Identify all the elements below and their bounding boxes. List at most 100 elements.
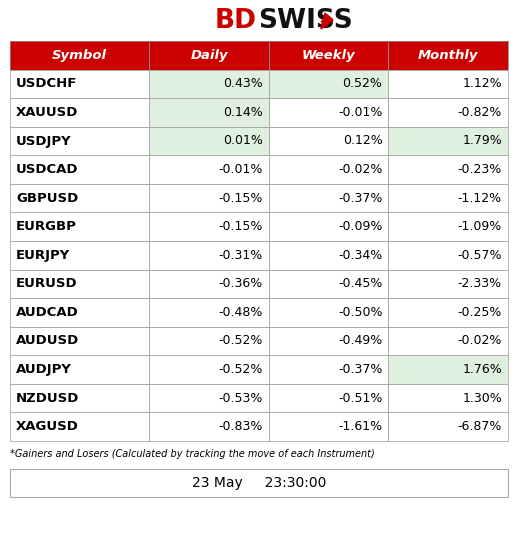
Text: USDCAD: USDCAD: [16, 163, 79, 176]
Bar: [269, 98, 388, 127]
Bar: [269, 241, 388, 269]
Text: AUDJPY: AUDJPY: [16, 363, 72, 376]
Text: -0.23%: -0.23%: [458, 163, 502, 176]
Text: 1.30%: 1.30%: [462, 392, 502, 404]
Bar: [269, 269, 388, 298]
Bar: [269, 69, 388, 98]
Bar: [388, 213, 508, 241]
Text: NZDUSD: NZDUSD: [16, 392, 79, 404]
Bar: [269, 127, 388, 155]
Bar: [10, 98, 149, 127]
Bar: [269, 184, 388, 213]
Bar: [269, 413, 388, 441]
Bar: [269, 327, 388, 355]
Text: EURUSD: EURUSD: [16, 277, 78, 290]
Text: USDCHF: USDCHF: [16, 77, 77, 90]
Bar: [149, 69, 269, 98]
Text: Daily: Daily: [191, 49, 228, 62]
Text: -6.87%: -6.87%: [457, 420, 502, 433]
Text: -0.37%: -0.37%: [338, 363, 382, 376]
Text: XAUUSD: XAUUSD: [16, 106, 78, 119]
Text: BD: BD: [215, 8, 257, 34]
Bar: [10, 155, 149, 184]
Bar: [10, 184, 149, 213]
Bar: [149, 213, 269, 241]
Text: -0.15%: -0.15%: [219, 220, 263, 233]
Bar: [388, 298, 508, 327]
Bar: [10, 127, 149, 155]
Text: -2.33%: -2.33%: [458, 277, 502, 290]
Text: -1.12%: -1.12%: [458, 192, 502, 204]
Text: -0.25%: -0.25%: [457, 306, 502, 319]
Text: 0.43%: 0.43%: [223, 77, 263, 90]
Bar: [149, 41, 269, 69]
Text: -1.09%: -1.09%: [458, 220, 502, 233]
Text: 0.12%: 0.12%: [343, 134, 382, 148]
Text: USDJPY: USDJPY: [16, 134, 71, 148]
Bar: [149, 184, 269, 213]
Bar: [10, 269, 149, 298]
Bar: [149, 269, 269, 298]
Bar: [149, 327, 269, 355]
Text: -0.49%: -0.49%: [338, 334, 382, 348]
Bar: [269, 41, 388, 69]
Bar: [388, 384, 508, 413]
Bar: [269, 298, 388, 327]
Bar: [149, 355, 269, 384]
Text: -0.51%: -0.51%: [338, 392, 382, 404]
Text: -1.61%: -1.61%: [338, 420, 382, 433]
Text: Weekly: Weekly: [302, 49, 355, 62]
Text: XAGUSD: XAGUSD: [16, 420, 79, 433]
Bar: [149, 384, 269, 413]
Text: -0.50%: -0.50%: [338, 306, 382, 319]
Text: AUDUSD: AUDUSD: [16, 334, 79, 348]
Polygon shape: [321, 13, 333, 29]
Text: -0.53%: -0.53%: [219, 392, 263, 404]
Bar: [388, 155, 508, 184]
Text: -0.37%: -0.37%: [338, 192, 382, 204]
Bar: [149, 127, 269, 155]
Bar: [388, 327, 508, 355]
Bar: [388, 127, 508, 155]
Bar: [149, 298, 269, 327]
Bar: [10, 69, 149, 98]
Text: -0.57%: -0.57%: [457, 249, 502, 262]
Bar: [149, 98, 269, 127]
Text: -0.02%: -0.02%: [338, 163, 382, 176]
Text: -0.01%: -0.01%: [219, 163, 263, 176]
Bar: [269, 213, 388, 241]
Text: 0.01%: 0.01%: [223, 134, 263, 148]
Text: -0.52%: -0.52%: [219, 363, 263, 376]
Bar: [149, 241, 269, 269]
Bar: [10, 413, 149, 441]
Text: -0.36%: -0.36%: [219, 277, 263, 290]
Bar: [10, 298, 149, 327]
Text: Symbol: Symbol: [52, 49, 107, 62]
Bar: [10, 41, 149, 69]
Bar: [269, 155, 388, 184]
Text: -0.52%: -0.52%: [219, 334, 263, 348]
Text: EURGBP: EURGBP: [16, 220, 77, 233]
Bar: [269, 384, 388, 413]
Bar: [388, 241, 508, 269]
Text: 0.52%: 0.52%: [342, 77, 382, 90]
Bar: [10, 355, 149, 384]
Text: 1.76%: 1.76%: [462, 363, 502, 376]
Text: Monthly: Monthly: [418, 49, 479, 62]
Text: 1.12%: 1.12%: [463, 77, 502, 90]
Bar: [10, 327, 149, 355]
Bar: [388, 355, 508, 384]
Text: -0.83%: -0.83%: [219, 420, 263, 433]
Text: -0.01%: -0.01%: [338, 106, 382, 119]
Bar: [10, 241, 149, 269]
Bar: [10, 469, 508, 497]
Bar: [269, 355, 388, 384]
Text: -0.48%: -0.48%: [219, 306, 263, 319]
Bar: [10, 213, 149, 241]
Bar: [388, 69, 508, 98]
Text: -0.82%: -0.82%: [457, 106, 502, 119]
Bar: [388, 41, 508, 69]
Bar: [388, 269, 508, 298]
Text: EURJPY: EURJPY: [16, 249, 70, 262]
Bar: [388, 98, 508, 127]
